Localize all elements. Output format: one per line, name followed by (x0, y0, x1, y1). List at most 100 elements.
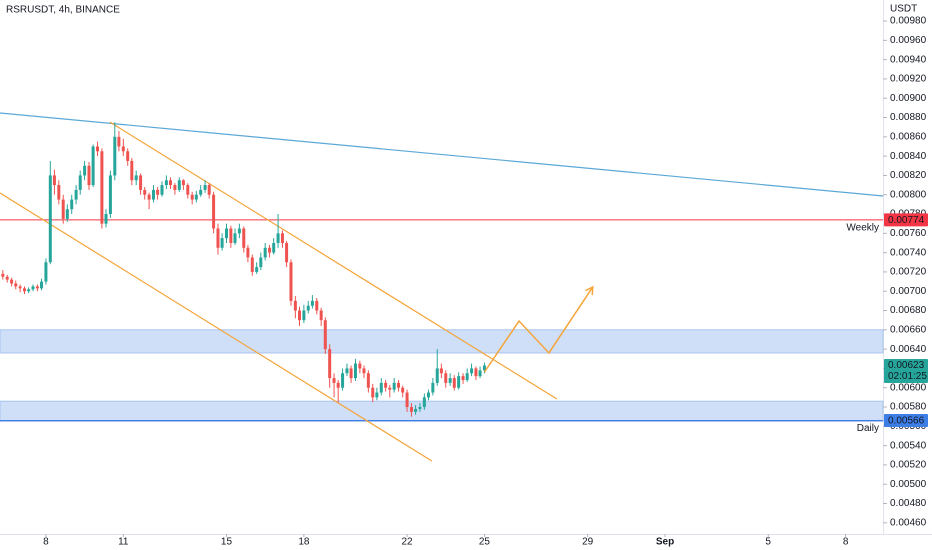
candle-body (83, 165, 87, 176)
candle-body (426, 392, 430, 398)
candle-body (117, 136, 121, 147)
candle-body (14, 283, 18, 287)
y-tick-label: 0.00920 (890, 74, 927, 85)
candle-body (478, 370, 482, 377)
zone (0, 400, 884, 422)
candle-body (246, 247, 250, 258)
candle-body (40, 281, 44, 289)
candle-body (297, 310, 301, 321)
level-name: Weekly (846, 222, 879, 233)
candle-body (139, 175, 143, 190)
candle-body (126, 151, 130, 161)
candle-body (10, 279, 14, 284)
candle-body (27, 289, 31, 292)
y-tick-label: 0.00760 (890, 228, 927, 239)
y-tick-label: 0.00820 (890, 170, 927, 181)
candle-body (48, 175, 52, 263)
trendline (0, 112, 884, 197)
candle-body (61, 199, 65, 219)
countdown-label: 02:01:25 (888, 371, 927, 382)
candle-body (44, 262, 48, 282)
candle-body (323, 320, 327, 350)
candle-body (224, 228, 228, 239)
candle-body (465, 373, 469, 380)
candle-body (461, 376, 465, 380)
candle-body (57, 185, 61, 200)
candle-body (332, 378, 336, 383)
chart-title: RSRUSDT, 4h, BINANCE (6, 5, 120, 16)
x-tick-label: 29 (582, 537, 594, 548)
candle-body (255, 267, 259, 272)
candle-body (362, 368, 366, 374)
candle-body (268, 247, 272, 253)
y-tick-label: 0.00680 (890, 305, 927, 316)
candle-body (78, 175, 82, 190)
candle-body (87, 165, 91, 186)
x-tick-label: 15 (221, 537, 233, 548)
y-tick-label: 0.00960 (890, 35, 927, 46)
price-axis: 0.00980 0.00960 0.00940 0.00920 0.00900 0.008… (883, 16, 928, 528)
level-name: Daily (857, 423, 879, 434)
candle-body (156, 189, 160, 195)
price-tag (884, 414, 928, 428)
candle-body (306, 305, 310, 311)
zone (0, 329, 884, 354)
candle-body (366, 373, 370, 388)
candle-body (70, 199, 74, 210)
candle-body (216, 228, 220, 248)
candle-body (151, 189, 155, 200)
candle-body (310, 300, 314, 306)
candle-body (259, 257, 263, 268)
candle-body (280, 233, 284, 243)
candle-body (371, 387, 375, 398)
x-tick-label: 5 (765, 537, 771, 548)
candle-body (237, 228, 241, 234)
candle-body (293, 300, 297, 311)
x-tick-label: 8 (843, 537, 849, 548)
candle-body (474, 368, 478, 377)
candle-body (276, 233, 280, 243)
y-tick-label: 0.00980 (890, 16, 927, 27)
candle-body (379, 382, 383, 393)
candle-body (18, 286, 22, 289)
candle-body (190, 194, 194, 200)
candle-body (31, 286, 35, 290)
candle-body (422, 397, 426, 408)
candle-body (130, 160, 134, 181)
candle-body (358, 363, 362, 369)
candle-body (203, 185, 207, 190)
candle-body (65, 209, 69, 219)
candle-body (207, 185, 211, 195)
candle-body (289, 262, 293, 301)
candle-body (336, 382, 340, 388)
candle-body (435, 368, 439, 383)
candle-body (160, 185, 164, 195)
candle-body (104, 214, 108, 224)
candle-body (315, 300, 319, 311)
candle-body (169, 180, 173, 186)
candle-body (134, 175, 138, 181)
candle-body (233, 233, 237, 243)
y-tick-label: 0.00900 (890, 93, 927, 104)
candle-body (470, 368, 474, 374)
y-tick-label: 0.00640 (890, 344, 927, 355)
candle-body (5, 276, 9, 280)
candle-body (409, 407, 413, 412)
candle-body (397, 382, 401, 388)
candle-body (143, 189, 147, 195)
candle-body (448, 378, 452, 383)
candle-body (285, 242, 289, 263)
candle-body (108, 175, 112, 215)
candle-body (52, 175, 56, 186)
candle-body (392, 382, 396, 390)
candle-body (121, 146, 125, 152)
trendline (0, 192, 433, 462)
y-tick-label: 0.00480 (890, 498, 927, 509)
candle-body (181, 180, 185, 186)
candle-body (113, 136, 117, 176)
candle-body (482, 365, 486, 371)
candle-body (91, 146, 95, 186)
candle-body (173, 185, 177, 190)
candle-body (418, 407, 422, 409)
